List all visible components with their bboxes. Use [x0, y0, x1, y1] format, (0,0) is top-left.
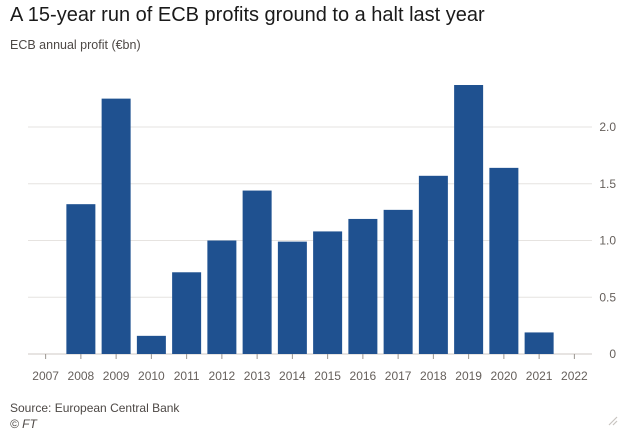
bar: [66, 204, 96, 354]
bars: [66, 85, 554, 354]
y-tick-label: 2.0: [599, 120, 616, 134]
chart-subtitle: ECB annual profit (€bn): [10, 38, 141, 52]
y-tick-label: 1.5: [599, 177, 616, 191]
x-tick-label: 2021: [526, 369, 553, 383]
bar: [524, 332, 554, 354]
source-note: Source: European Central Bank: [10, 401, 180, 415]
x-tick-label: 2007: [32, 369, 59, 383]
bar: [242, 190, 272, 354]
x-tick-label: 2019: [455, 369, 482, 383]
x-tick-label: 2014: [279, 369, 306, 383]
bar: [489, 167, 519, 354]
x-tick-label: 2011: [174, 369, 200, 383]
bar: [348, 218, 378, 354]
y-tick-label: 0.5: [599, 290, 616, 304]
resize-handle-icon: [608, 416, 618, 426]
x-tick-label: 2022: [561, 369, 588, 383]
x-tick-label: 2008: [68, 369, 95, 383]
bar: [418, 175, 448, 354]
bar: [172, 272, 202, 354]
chart-title: A 15-year run of ECB profits ground to a…: [10, 4, 485, 26]
x-tick-label: 2017: [385, 369, 412, 383]
y-axis-ticks: 0 0.5 1.0 1.5 2.0: [599, 120, 616, 361]
bar: [313, 231, 343, 354]
bar: [277, 241, 307, 354]
x-axis-ticks: 2007 2008 2009 2010 2011 2012 2013 2014 2015 2016…: [32, 354, 588, 383]
y-tick-label: 1.0: [599, 234, 616, 248]
x-tick-label: 2010: [138, 369, 165, 383]
x-tick-label: 2020: [491, 369, 518, 383]
bar: [383, 209, 413, 354]
bar: [136, 335, 166, 354]
bar: [454, 85, 484, 354]
x-tick-label: 2018: [420, 369, 447, 383]
x-tick-label: 2012: [209, 369, 236, 383]
credit-note: © FT: [10, 417, 37, 431]
x-tick-label: 2015: [314, 369, 341, 383]
x-tick-label: 2016: [350, 369, 377, 383]
x-tick-label: 2013: [244, 369, 271, 383]
bar: [207, 240, 237, 354]
bar: [101, 98, 131, 354]
x-tick-label: 2009: [103, 369, 130, 383]
y-tick-label: 0: [609, 347, 616, 361]
